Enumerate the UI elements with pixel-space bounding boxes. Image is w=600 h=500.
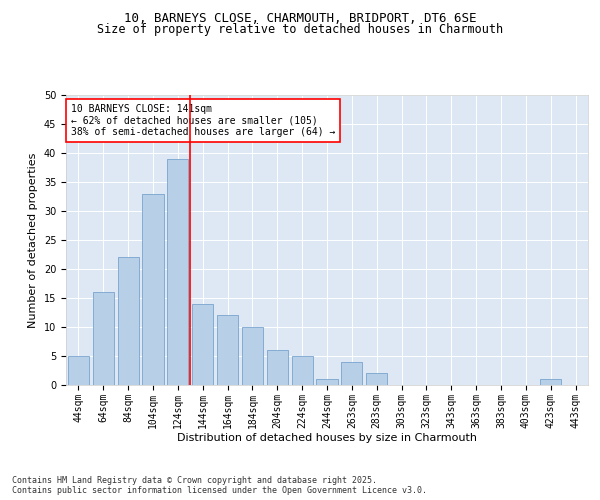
Bar (316, 379, 338, 385)
Bar (540, 379, 561, 385)
Bar (142, 194, 164, 385)
X-axis label: Distribution of detached houses by size in Charmouth: Distribution of detached houses by size … (177, 434, 477, 444)
Bar (242, 327, 263, 385)
Bar (341, 362, 362, 385)
Bar (167, 159, 188, 385)
Text: Size of property relative to detached houses in Charmouth: Size of property relative to detached ho… (97, 22, 503, 36)
Text: 10 BARNEYS CLOSE: 141sqm
← 62% of detached houses are smaller (105)
38% of semi-: 10 BARNEYS CLOSE: 141sqm ← 62% of detach… (71, 104, 335, 137)
Bar (93, 292, 114, 385)
Text: Contains HM Land Registry data © Crown copyright and database right 2025.
Contai: Contains HM Land Registry data © Crown c… (12, 476, 427, 495)
Bar (267, 350, 288, 385)
Text: 10, BARNEYS CLOSE, CHARMOUTH, BRIDPORT, DT6 6SE: 10, BARNEYS CLOSE, CHARMOUTH, BRIDPORT, … (124, 12, 476, 26)
Bar (118, 258, 139, 385)
Bar (192, 304, 213, 385)
Bar (366, 374, 387, 385)
Bar (292, 356, 313, 385)
Bar (68, 356, 89, 385)
Bar (217, 316, 238, 385)
Y-axis label: Number of detached properties: Number of detached properties (28, 152, 38, 328)
